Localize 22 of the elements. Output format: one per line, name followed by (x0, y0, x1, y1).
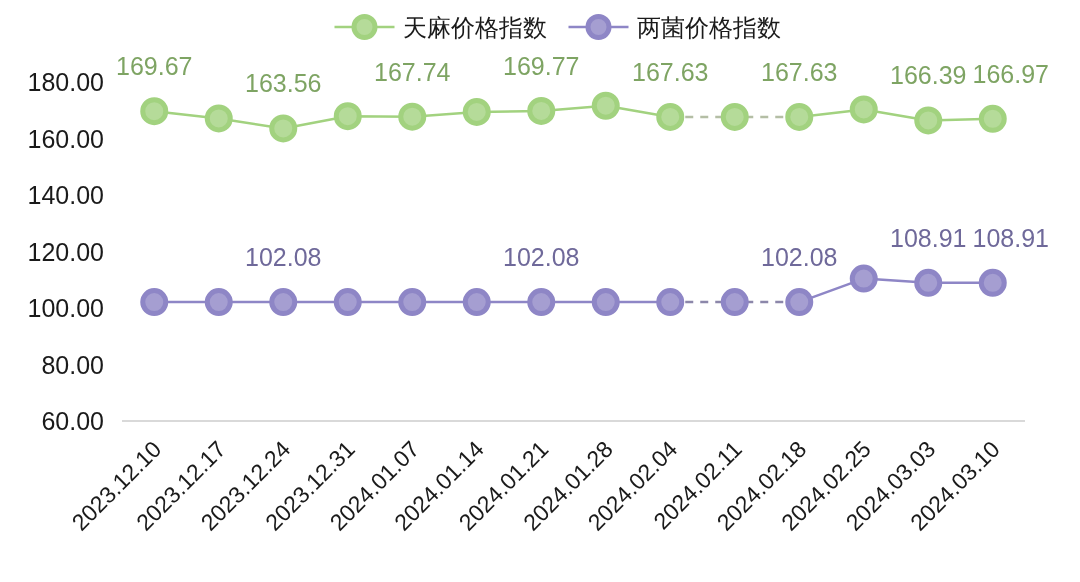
data-label: 166.97 (972, 59, 1049, 88)
data-label: 167.63 (761, 57, 838, 86)
y-tick-label: 100.00 (27, 294, 104, 322)
y-tick-label: 180.00 (27, 68, 104, 96)
y-tick-label: 140.00 (27, 181, 104, 209)
y-tick-label: 120.00 (27, 237, 104, 266)
data-label: 102.08 (245, 243, 322, 272)
data-label: 167.74 (374, 57, 451, 86)
legend-label: 两菌价格指数 (636, 13, 781, 41)
data-label: 163.56 (245, 69, 322, 98)
data-label: 167.63 (632, 57, 709, 86)
y-tick-label: 160.00 (27, 124, 104, 153)
legend-label: 天麻价格指数 (402, 13, 547, 41)
data-label: 169.77 (503, 51, 580, 80)
data-label: 108.91 (890, 223, 967, 252)
data-label: 108.91 (972, 223, 1049, 252)
data-label: 166.39 (890, 61, 967, 90)
y-tick-label: 60.00 (41, 407, 104, 435)
data-label: 102.08 (761, 243, 838, 272)
data-label: 169.67 (116, 52, 193, 81)
y-tick-label: 80.00 (41, 350, 104, 379)
data-label: 102.08 (503, 243, 580, 272)
